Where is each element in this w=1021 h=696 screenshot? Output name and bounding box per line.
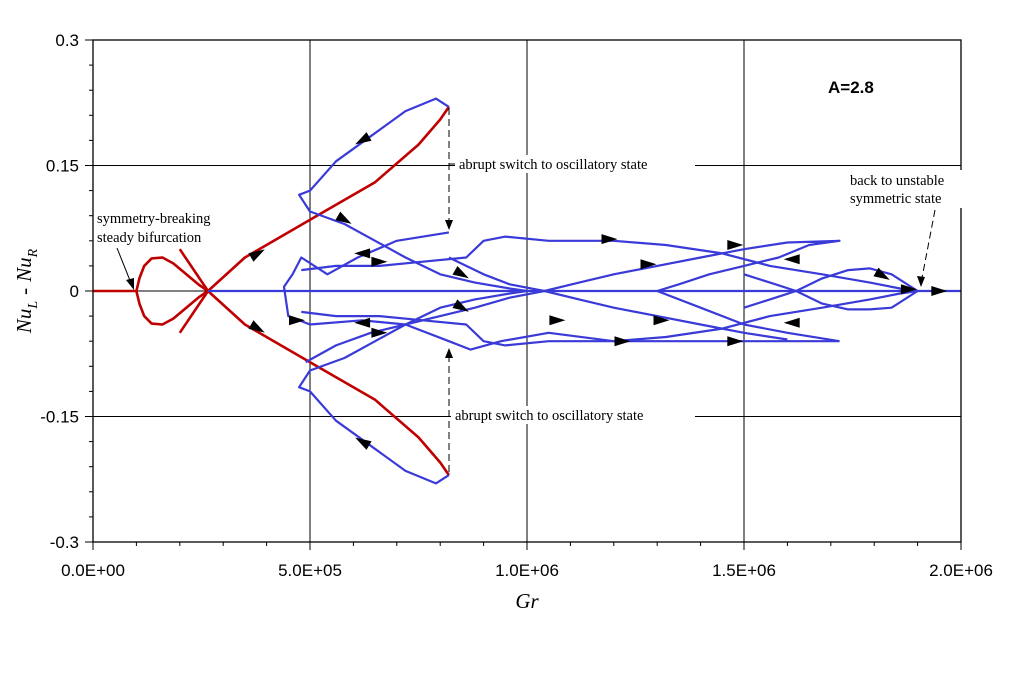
curve-dip-to-return bbox=[743, 273, 919, 311]
curve-steady-bubble-upper bbox=[135, 256, 209, 293]
direction-arrowhead bbox=[614, 336, 631, 347]
x-tick-label: 1.0E+06 bbox=[495, 561, 559, 580]
y-tick-label: 0.15 bbox=[46, 157, 79, 176]
curve-rise-to-return bbox=[743, 267, 919, 309]
x-tick-label: 0.0E+00 bbox=[61, 561, 125, 580]
curve-steady-bubble-lower bbox=[135, 289, 209, 326]
switch-upper-arrowhead bbox=[445, 220, 453, 230]
y-tick-labels: 0.3 0.15 0 -0.15 -0.3 bbox=[40, 31, 79, 552]
y-tick-label: 0.3 bbox=[55, 31, 79, 50]
y-label-sub2: R bbox=[26, 248, 41, 258]
y-label-base1: Nu bbox=[12, 309, 36, 335]
direction-arrowhead bbox=[452, 265, 469, 279]
curve-upper-band-b bbox=[301, 235, 918, 293]
annotation-symmetry-breaking: symmetry-breaking steady bifurcation bbox=[97, 211, 211, 290]
direction-arrows bbox=[248, 132, 948, 450]
annotation-symmetry-line1: symmetry-breaking bbox=[97, 211, 211, 227]
curve-crossing-up bbox=[305, 239, 841, 364]
curve-upper-band-a bbox=[282, 231, 840, 351]
x-axis-title: Gr bbox=[515, 589, 539, 613]
direction-arrowhead bbox=[248, 249, 265, 262]
curve-crossing-tail bbox=[656, 289, 840, 343]
direction-arrowhead bbox=[873, 267, 890, 280]
y-axis-title: NuL-NuR bbox=[12, 248, 41, 334]
x-tick-labels: 0.0E+00 5.0E+05 1.0E+06 1.5E+06 2.0E+06 bbox=[61, 561, 993, 580]
direction-arrowhead bbox=[931, 286, 948, 296]
parameter-label: A=2.8 bbox=[828, 78, 874, 97]
x-tick-label: 1.5E+06 bbox=[712, 561, 776, 580]
direction-arrowhead bbox=[248, 320, 265, 333]
y-label-sub1: L bbox=[26, 301, 41, 310]
direction-arrowhead bbox=[549, 315, 566, 326]
direction-arrowhead bbox=[601, 234, 618, 245]
direction-arrowhead bbox=[371, 327, 388, 338]
annotation-back-line2: symmetric state bbox=[850, 191, 941, 207]
symmetry-leader-arrowhead bbox=[126, 278, 134, 290]
direction-arrowhead bbox=[640, 259, 657, 270]
direction-arrowhead bbox=[355, 132, 372, 145]
direction-arrowhead bbox=[783, 254, 800, 265]
plot-frame bbox=[92, 39, 962, 543]
curve-loop-upper-outer bbox=[298, 97, 528, 293]
annotation-symmetry-line2: steady bifurcation bbox=[97, 230, 202, 246]
back-leader-arrowhead bbox=[917, 276, 925, 287]
annotation-switch-upper: abrupt switch to oscillatory state bbox=[445, 108, 695, 230]
direction-arrowhead bbox=[452, 299, 469, 312]
y-tick-label: 0 bbox=[70, 282, 79, 301]
curve-loop-lower-outer bbox=[298, 289, 528, 485]
annotation-back-to-symmetric: back to unstable symmetric state bbox=[846, 170, 972, 287]
direction-arrowhead bbox=[727, 240, 744, 250]
annotation-back-line1: back to unstable bbox=[850, 173, 944, 189]
back-label-bg bbox=[846, 170, 972, 208]
axis-ticks bbox=[85, 39, 962, 550]
curve-lower-band-b bbox=[301, 289, 918, 347]
direction-arrowhead bbox=[371, 256, 388, 267]
symmetry-leader-line bbox=[116, 247, 132, 284]
curve-asymmetric-steady-lower bbox=[178, 248, 450, 476]
switch-upper-text: abrupt switch to oscillatory state bbox=[459, 157, 647, 173]
x-tick-label: 5.0E+05 bbox=[278, 561, 342, 580]
switch-lower-label-bg bbox=[451, 406, 695, 424]
direction-arrowhead bbox=[289, 315, 305, 326]
direction-arrowhead bbox=[354, 248, 371, 259]
switch-upper-label-bg bbox=[455, 155, 695, 173]
direction-arrowhead bbox=[653, 315, 670, 326]
direction-arrowhead bbox=[335, 211, 352, 224]
back-leader-dashed bbox=[921, 209, 936, 279]
direction-arrowhead bbox=[783, 317, 800, 328]
direction-arrowhead bbox=[727, 336, 744, 347]
curves bbox=[93, 97, 961, 485]
curve-mid-diag-down bbox=[448, 256, 788, 341]
y-label-base2: Nu bbox=[12, 257, 36, 283]
curve-asymmetric-steady-upper bbox=[178, 106, 450, 334]
x-tick-label: 2.0E+06 bbox=[929, 561, 993, 580]
y-tick-label: -0.15 bbox=[40, 408, 79, 427]
direction-arrowhead bbox=[354, 317, 371, 328]
switch-lower-arrowhead bbox=[445, 348, 453, 358]
annotation-switch-lower: abrupt switch to oscillatory state bbox=[445, 348, 695, 474]
direction-arrowhead bbox=[355, 437, 372, 450]
svg-text:NuL-NuR: NuL-NuR bbox=[12, 248, 41, 334]
switch-lower-text: abrupt switch to oscillatory state bbox=[455, 408, 643, 424]
y-label-minus: - bbox=[12, 288, 36, 295]
direction-arrowhead bbox=[900, 284, 917, 295]
y-tick-label: -0.3 bbox=[50, 533, 79, 552]
